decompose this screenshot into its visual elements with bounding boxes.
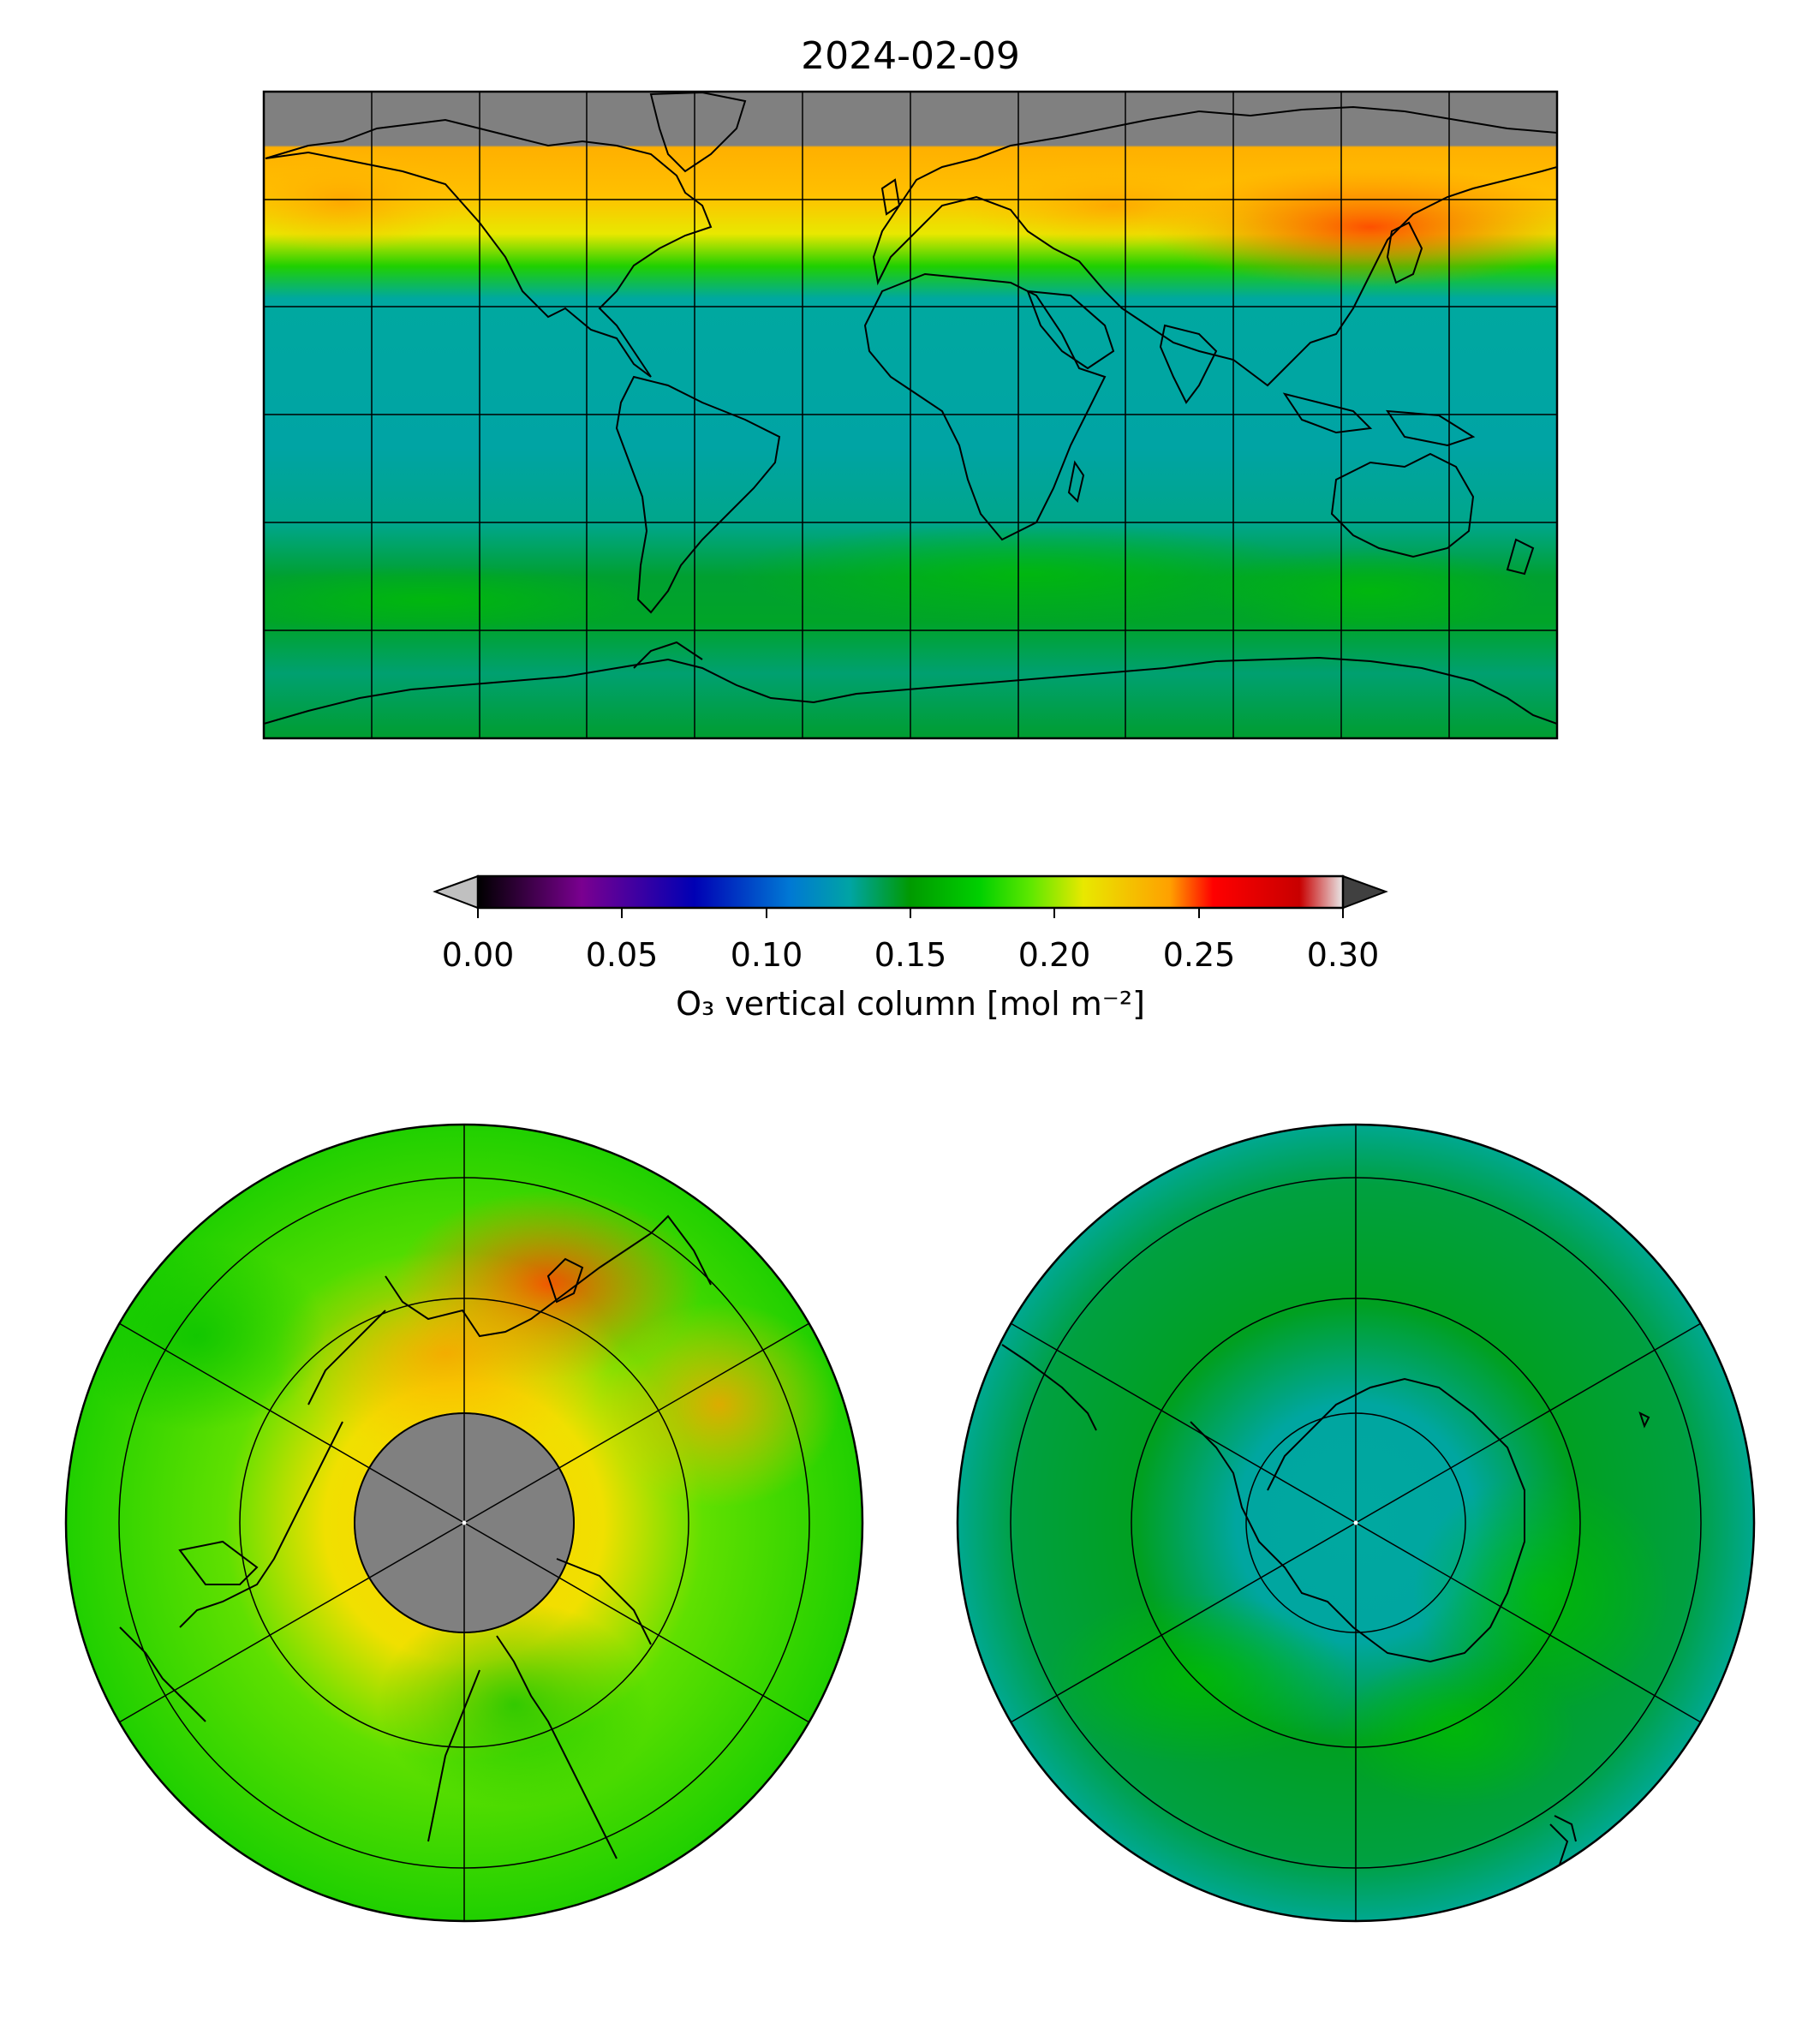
colorbar-under-extension <box>433 874 479 910</box>
colorbar-over-extension <box>1342 874 1388 910</box>
north-polar-map <box>64 1123 864 1923</box>
south-mid-ozone-band <box>1413 1473 1670 1713</box>
south-polar-map <box>956 1123 1756 1923</box>
south-mid-ozone-band <box>1045 1593 1353 1764</box>
colorbar: 0.00 0.05 0.10 0.15 0.20 0.25 0.30 O₃ ve… <box>433 874 1388 1023</box>
global-map-frame <box>262 90 1559 740</box>
colorbar-tick-marks <box>477 908 1344 918</box>
south-mid-ozone-band <box>1336 1653 1576 1807</box>
north-coastlines <box>119 1214 712 1859</box>
north-low-ozone-region <box>69 1242 325 1430</box>
south-map-frame <box>956 1123 1756 1923</box>
global-mid-ozone-band <box>1199 548 1542 634</box>
global-graticule <box>264 92 1557 738</box>
colorbar-label: O₃ vertical column [mol m⁻²] <box>676 985 1145 1023</box>
global-high-ozone-region <box>959 163 1268 248</box>
global-coastlines <box>264 92 1557 725</box>
global-high-ozone-region <box>264 150 462 253</box>
colorbar-tick-label: 0.20 <box>1018 936 1091 974</box>
figure-title: 2024-02-09 <box>801 34 1020 78</box>
colorbar-gradient <box>478 876 1343 908</box>
colorbar-tick-label: 0.05 <box>586 936 659 974</box>
colorbar-tick-label: 0.25 <box>1163 936 1236 974</box>
south-pole-marker <box>1353 1520 1358 1525</box>
colorbar-tick-label: 0.30 <box>1307 936 1380 974</box>
global-map <box>262 90 1559 740</box>
north-map-frame <box>64 1123 864 1923</box>
global-mid-ozone-band <box>728 522 1328 625</box>
north-high-ozone-region <box>600 1302 839 1507</box>
north-pole-marker <box>462 1520 467 1525</box>
colorbar-tick-label: 0.00 <box>442 936 515 974</box>
north-high-ozone-region <box>274 1250 617 1456</box>
colorbar-tick-label: 0.15 <box>874 936 947 974</box>
north-low-ozone-region <box>377 1602 651 1807</box>
global-mid-ozone-band <box>264 565 651 634</box>
colorbar-tick-label: 0.10 <box>731 936 803 974</box>
